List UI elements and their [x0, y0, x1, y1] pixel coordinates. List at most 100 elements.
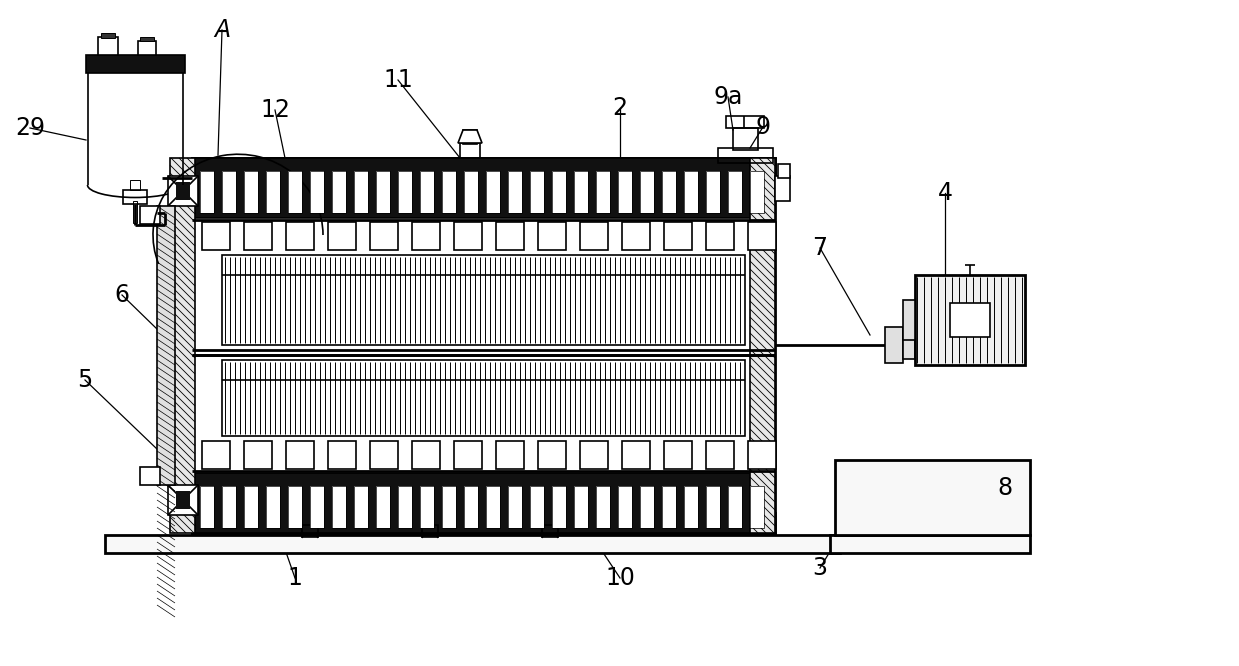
Bar [596, 171, 610, 213]
Bar [310, 486, 325, 528]
Bar [486, 486, 501, 528]
Bar [266, 171, 280, 213]
Text: 12: 12 [260, 98, 290, 122]
Bar [750, 486, 764, 528]
Bar [684, 171, 698, 213]
Bar [486, 171, 501, 213]
Bar [574, 171, 589, 213]
Text: 3: 3 [813, 556, 828, 580]
Bar [541, 525, 558, 537]
Bar [332, 171, 346, 213]
Bar [530, 486, 544, 528]
Bar [130, 180, 140, 190]
Bar [885, 327, 903, 363]
Text: 9a: 9a [714, 85, 742, 109]
Bar [463, 486, 478, 528]
Bar [530, 171, 544, 213]
Bar [370, 441, 398, 469]
Bar [332, 171, 346, 213]
Bar [328, 222, 356, 250]
Bar [903, 300, 914, 340]
Bar [222, 171, 235, 213]
Bar [538, 441, 566, 469]
Bar [138, 41, 156, 55]
Bar [706, 171, 720, 213]
Bar [641, 486, 654, 528]
Bar [950, 303, 990, 337]
Bar [729, 486, 742, 528]
Bar [192, 158, 776, 178]
Bar [169, 485, 198, 515]
Text: 29: 29 [15, 116, 45, 140]
Bar [375, 486, 390, 528]
Bar [176, 182, 190, 200]
Text: 5: 5 [77, 368, 93, 392]
Bar [192, 473, 776, 533]
Bar [222, 171, 235, 213]
Bar [133, 201, 138, 223]
Bar [140, 467, 160, 485]
Bar [778, 164, 790, 178]
Bar [202, 222, 230, 250]
Bar [641, 171, 654, 213]
Bar [287, 486, 302, 528]
Bar [776, 176, 790, 201]
Bar [413, 222, 440, 250]
Bar [662, 171, 676, 213]
Bar [538, 222, 566, 250]
Bar [202, 441, 230, 469]
Bar [420, 171, 434, 213]
Bar [508, 171, 522, 213]
Bar [287, 171, 302, 213]
Text: 7: 7 [813, 236, 828, 260]
Bar [717, 148, 773, 163]
Bar [98, 37, 118, 55]
Bar [222, 255, 745, 345]
Bar [622, 441, 650, 469]
Bar [486, 171, 501, 213]
Bar [375, 171, 390, 213]
Bar [706, 486, 720, 528]
Bar [580, 222, 608, 250]
Bar [169, 176, 198, 206]
Bar [508, 486, 522, 528]
Bar [105, 535, 840, 553]
Bar [530, 486, 544, 528]
Bar [662, 486, 676, 528]
Bar [192, 158, 776, 218]
Bar [140, 37, 154, 41]
Bar [596, 171, 610, 213]
Polygon shape [458, 130, 482, 143]
Bar [102, 33, 115, 38]
Bar [244, 441, 273, 469]
Bar [453, 441, 482, 469]
Bar [729, 171, 742, 213]
Text: 9: 9 [756, 115, 771, 139]
Bar [140, 206, 160, 224]
Text: 11: 11 [383, 68, 413, 92]
Bar [199, 171, 214, 213]
Bar [222, 360, 745, 436]
Bar [750, 171, 764, 213]
Bar [420, 486, 434, 528]
Bar [398, 171, 413, 213]
Bar [662, 171, 676, 213]
Bar [684, 486, 698, 528]
Bar [266, 486, 280, 528]
Bar [641, 171, 654, 213]
Bar [332, 486, 346, 528]
Bar [453, 222, 482, 250]
Text: 1: 1 [287, 566, 302, 590]
Bar [192, 158, 776, 533]
Text: 4: 4 [938, 181, 953, 205]
Bar [354, 171, 368, 213]
Bar [553, 486, 566, 528]
Bar [199, 171, 214, 213]
Bar [375, 171, 390, 213]
Bar [706, 486, 720, 528]
Bar [618, 486, 632, 528]
Bar [199, 486, 214, 528]
Bar [199, 486, 214, 528]
Bar [287, 486, 302, 528]
Bar [662, 486, 676, 528]
